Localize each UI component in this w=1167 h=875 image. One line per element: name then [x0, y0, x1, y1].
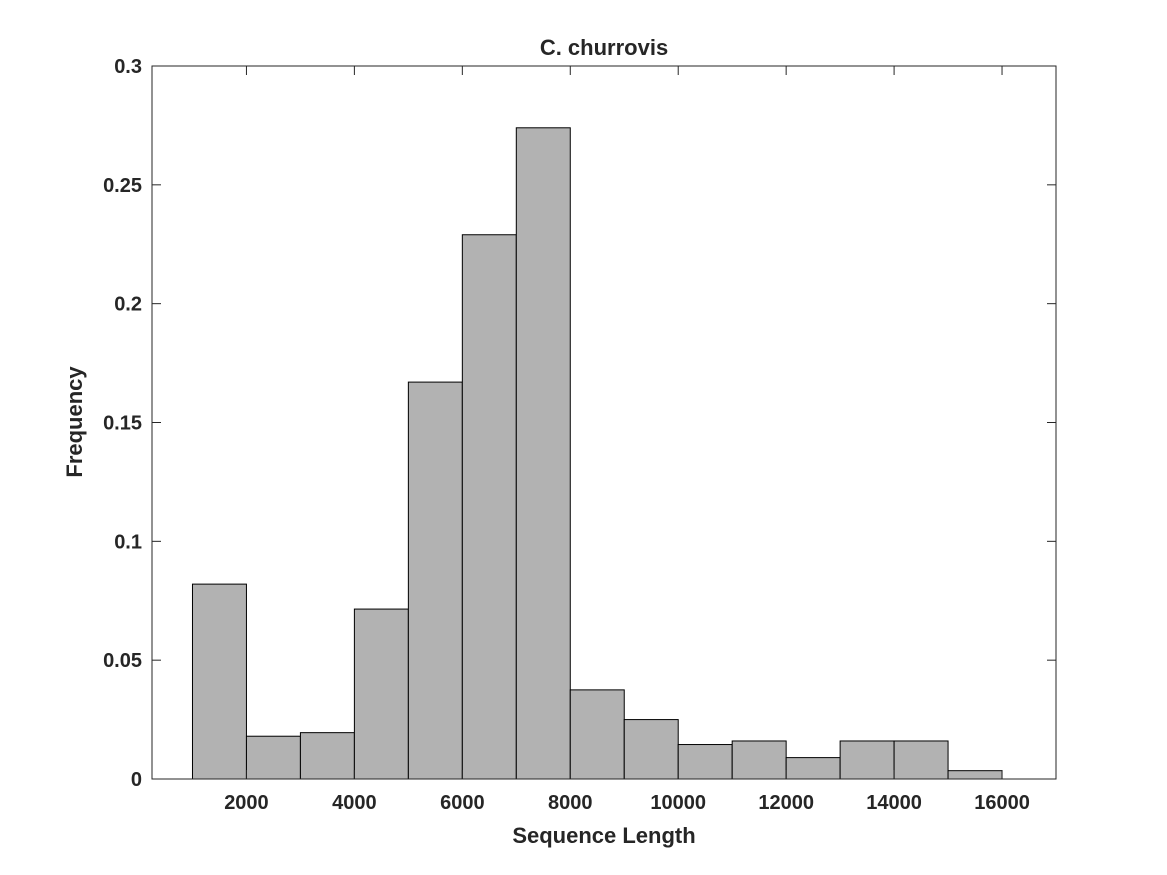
histogram-bar [731, 740, 787, 780]
y-tick-label: 0 [131, 769, 142, 791]
y-tick-label: 0.3 [114, 56, 142, 78]
histogram-bar [353, 608, 409, 780]
x-axis-ticks: 2000 4000 6000 8000 10000 12000 14000 16000 [224, 66, 1030, 814]
bars-group [191, 127, 1003, 780]
y-tick-label: 0.25 [103, 175, 142, 197]
histogram-bar [245, 735, 301, 780]
x-tick-label: 2000 [224, 792, 269, 814]
histogram-bar [677, 744, 733, 780]
x-tick-label: 10000 [650, 792, 706, 814]
histogram-bar [569, 689, 625, 780]
y-axis-label: Frequency [62, 366, 87, 478]
y-tick-label: 0.2 [114, 294, 142, 316]
y-tick-label: 0.05 [103, 650, 142, 672]
x-axis-label: Sequence Length [512, 823, 695, 848]
histogram-bar [893, 740, 949, 780]
histogram-bar [191, 583, 247, 780]
y-tick-label: 0.15 [103, 413, 142, 435]
histogram-bar [785, 757, 841, 780]
histogram-bar [623, 719, 679, 780]
y-axis-ticks: 0 0.05 0.1 0.15 0.2 0.25 0.3 [103, 56, 1056, 791]
y-tick-label: 0.1 [114, 531, 142, 553]
histogram-bar [461, 234, 517, 780]
chart-title: C. churrovis [540, 35, 668, 60]
x-tick-label: 12000 [758, 792, 814, 814]
x-tick-label: 14000 [866, 792, 922, 814]
x-tick-label: 4000 [332, 792, 377, 814]
histogram-bar [407, 381, 463, 780]
histogram-bar [947, 770, 1003, 780]
histogram-bar [515, 127, 571, 780]
x-tick-label: 6000 [440, 792, 485, 814]
x-tick-label: 16000 [974, 792, 1030, 814]
histogram-bar [299, 732, 355, 780]
histogram-bar [839, 740, 895, 780]
x-tick-label: 8000 [548, 792, 593, 814]
